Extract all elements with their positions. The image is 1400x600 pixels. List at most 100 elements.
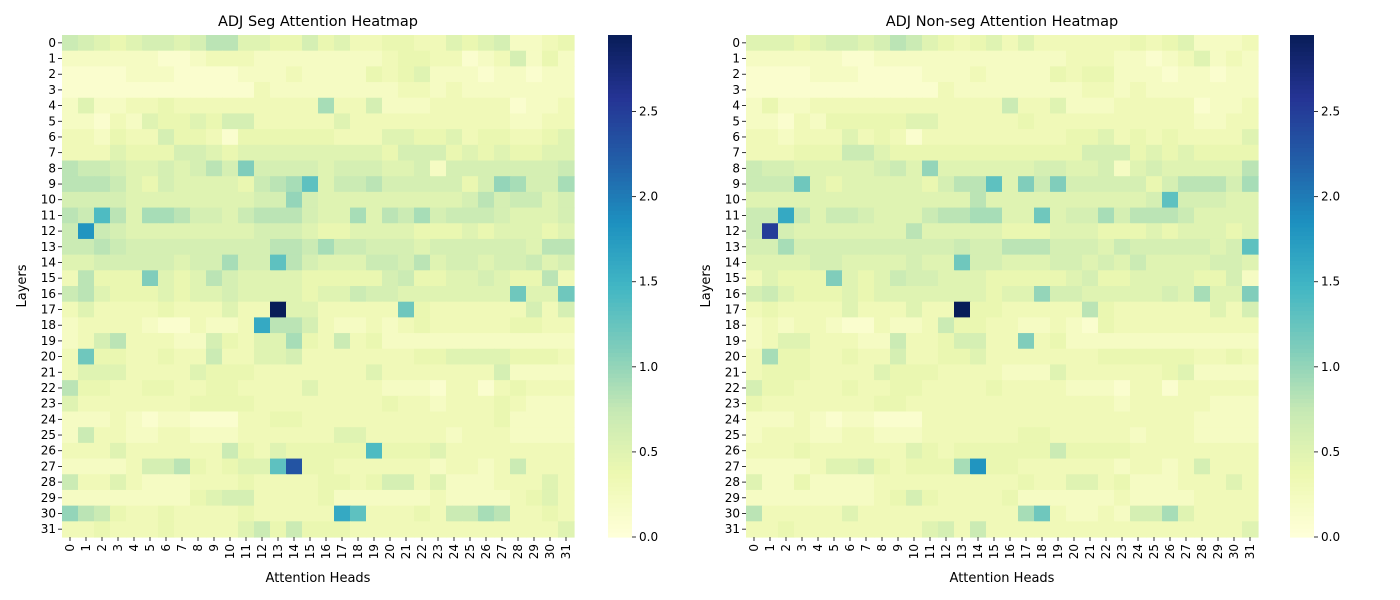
- heatmap-cell: [794, 270, 811, 287]
- heatmap-cell: [1002, 129, 1019, 146]
- heatmap-cell: [270, 489, 287, 507]
- heatmap-cell: [1162, 66, 1179, 83]
- heatmap-cell: [430, 364, 447, 381]
- heatmap-cell: [954, 113, 971, 130]
- heatmap-cell: [366, 176, 383, 193]
- heatmap-cell: [542, 144, 559, 162]
- heatmap-cell: [270, 317, 287, 334]
- colorbar-step: [1290, 403, 1314, 408]
- heatmap-cell: [414, 238, 431, 256]
- heatmap-cell: [398, 442, 415, 460]
- heatmap-cell: [906, 254, 923, 271]
- colorbar-step: [608, 440, 632, 446]
- x-tick-label: 25: [463, 544, 477, 559]
- heatmap-cell: [94, 301, 111, 318]
- colorbar-step: [608, 89, 632, 95]
- heatmap-cell: [366, 301, 383, 318]
- heatmap-cell: [858, 364, 875, 381]
- heatmap-cell: [826, 489, 843, 507]
- heatmap-cell: [1098, 380, 1115, 397]
- heatmap-cell: [810, 113, 827, 130]
- heatmap-cell: [174, 66, 191, 83]
- heatmap-cell: [1178, 395, 1195, 413]
- heatmap-cell: [382, 521, 399, 538]
- heatmap-cell: [1194, 129, 1211, 146]
- colorbar-step: [608, 252, 632, 258]
- heatmap-cell: [542, 395, 559, 413]
- heatmap-cell: [1098, 207, 1115, 224]
- heatmap-cell: [906, 97, 923, 115]
- heatmap-cell: [414, 333, 431, 350]
- heatmap-cell: [110, 286, 127, 303]
- colorbar-step: [608, 490, 632, 496]
- y-tick-label: 20: [41, 350, 56, 364]
- heatmap-cell: [986, 286, 1003, 303]
- heatmap-cell: [398, 35, 415, 52]
- heatmap-cell: [810, 176, 827, 193]
- heatmap-cell: [826, 113, 843, 130]
- heatmap-cell: [494, 348, 511, 366]
- heatmap-cell: [810, 427, 827, 444]
- heatmap-cell: [382, 333, 399, 350]
- heatmap-cell: [142, 474, 159, 491]
- heatmap-cell: [558, 317, 575, 334]
- heatmap-cell: [350, 129, 367, 146]
- colorbar-step: [608, 60, 632, 65]
- heatmap-cell: [1034, 395, 1051, 413]
- heatmap-cell: [414, 270, 431, 287]
- heatmap-cell: [778, 364, 795, 381]
- heatmap-cell: [158, 191, 175, 209]
- heatmap-cell: [1210, 270, 1227, 287]
- heatmap-cell: [414, 129, 431, 146]
- colorbar-step: [1290, 189, 1314, 195]
- heatmap-cell: [334, 207, 351, 224]
- heatmap-cell: [478, 474, 495, 491]
- heatmap-cell: [1162, 50, 1179, 67]
- colorbar-step: [608, 524, 632, 530]
- heatmap-cell: [794, 66, 811, 83]
- heatmap-cell: [350, 35, 367, 52]
- heatmap-cell: [286, 254, 303, 271]
- heatmap-cell: [78, 286, 95, 303]
- heatmap-cell: [190, 144, 207, 162]
- heatmap-cell: [746, 489, 763, 507]
- heatmap-cell: [238, 474, 255, 491]
- heatmap-cell: [874, 286, 891, 303]
- colorbar-step: [1290, 252, 1314, 258]
- heatmap-cell: [222, 113, 239, 130]
- heatmap-cell: [286, 82, 303, 99]
- heatmap-cell: [1034, 113, 1051, 130]
- heatmap-cell: [158, 286, 175, 303]
- y-tick-label: 20: [725, 350, 740, 364]
- heatmap-cell: [206, 191, 223, 209]
- heatmap-cell: [206, 395, 223, 413]
- colorbar-step: [1290, 76, 1314, 82]
- heatmap-cell: [1130, 286, 1147, 303]
- colorbar-step: [608, 332, 632, 337]
- heatmap-cell: [810, 458, 827, 475]
- heatmap-cell: [254, 176, 271, 193]
- heatmap-cell: [1018, 427, 1035, 444]
- heatmap-cell: [558, 82, 575, 99]
- heatmap-cell: [558, 113, 575, 130]
- heatmap-cell: [558, 223, 575, 240]
- heatmap-cell: [190, 458, 207, 475]
- heatmap-cell: [110, 442, 127, 460]
- heatmap-cell: [1114, 144, 1131, 162]
- heatmap-cell: [906, 395, 923, 413]
- heatmap-cell: [334, 286, 351, 303]
- heatmap-cell: [954, 395, 971, 413]
- heatmap-cell: [158, 458, 175, 475]
- heatmap-cell: [542, 348, 559, 366]
- x-tick-label: 17: [335, 544, 349, 559]
- heatmap-cell: [222, 35, 239, 52]
- heatmap-cell: [366, 458, 383, 475]
- heatmap-cell: [366, 427, 383, 444]
- heatmap-cell: [302, 442, 319, 460]
- heatmap-cell: [126, 286, 143, 303]
- heatmap-cell: [1098, 66, 1115, 83]
- heatmap-cell: [906, 223, 923, 240]
- colorbar-step: [1290, 85, 1314, 90]
- heatmap-cell: [270, 458, 287, 475]
- heatmap-cell: [954, 176, 971, 193]
